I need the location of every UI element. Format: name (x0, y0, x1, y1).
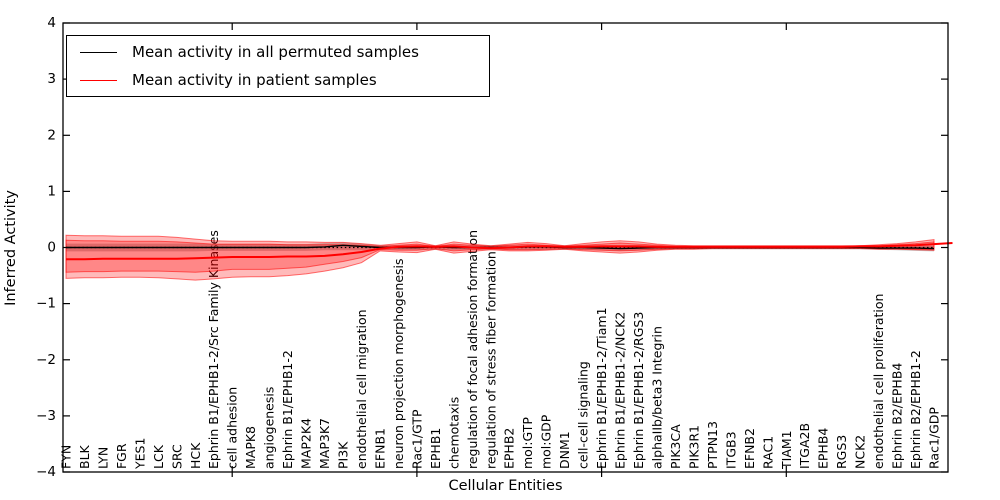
x-category-label: neuron projection morphogenesis (391, 258, 406, 469)
y-tick-label: 0 (47, 240, 56, 256)
x-category-label: PI3K (336, 441, 351, 469)
x-category-label: FGR (114, 443, 129, 469)
x-category-label: PIK3R1 (686, 425, 701, 469)
x-category-label: PIK3CA (668, 424, 683, 469)
legend-entry-patient: Mean activity in patient samples (67, 68, 489, 92)
x-category-label: EFNB1 (373, 428, 388, 469)
y-axis-ticks: 4 3 2 1 0 −1 −2 −3 −4 (36, 15, 948, 480)
x-category-label: RAC1 (760, 436, 775, 469)
y-tick-label: 4 (47, 15, 56, 31)
x-category-label: NCK2 (853, 435, 868, 469)
x-category-label: MAPK8 (243, 426, 258, 469)
x-category-label: HCK (188, 442, 203, 469)
x-category-label: DNM1 (557, 431, 572, 469)
x-category-label: Ephrin B1/EPHB1-2/Tiam1 (594, 307, 609, 469)
x-category-label: regulation of stress fiber formation (483, 251, 498, 469)
x-category-label: Rac1/GDP (927, 407, 942, 469)
x-category-label: RGS3 (834, 435, 849, 469)
x-category-label: TIAM1 (779, 430, 794, 470)
x-category-label: FYN (59, 445, 74, 469)
x-category-label: PTPN13 (705, 421, 720, 469)
x-category-label: EPHB4 (816, 428, 831, 469)
x-category-label: ITGA2B (797, 423, 812, 469)
x-category-label: EPHB1 (428, 428, 443, 469)
y-tick-label: −4 (36, 464, 56, 480)
x-category-label: Ephrin B1/EPHB1-2 (280, 350, 295, 469)
x-category-label: mol:GTP (520, 417, 535, 469)
x-category-label: EPHB2 (502, 428, 517, 469)
x-category-label: angiogenesis (262, 387, 277, 469)
x-category-label: Ephrin B2/EPHB4 (890, 363, 905, 469)
x-category-labels: FYN BLK LYN FGR YES1 LCK SRC HCK Ephrin B1/EPHB1… (59, 230, 942, 470)
x-category-label: BLK (77, 444, 92, 469)
x-category-label: cell-cell signaling (576, 361, 591, 469)
x-category-label: LCK (151, 444, 166, 469)
x-category-label: SRC (169, 444, 184, 469)
y-tick-label: −2 (36, 352, 56, 368)
x-category-label: endothelial cell migration (354, 309, 369, 469)
x-axis-ticks (231, 23, 787, 477)
x-axis-title: Cellular Entities (448, 478, 563, 494)
x-category-label: MAP2K4 (299, 418, 314, 469)
y-tick-label: 2 (47, 127, 56, 143)
x-category-label: EFNB2 (742, 428, 757, 469)
x-category-label: mol:GDP (539, 414, 554, 469)
x-category-label: chemotaxis (446, 397, 461, 469)
x-category-label: Ephrin B1/EPHB1-2/RGS3 (631, 312, 646, 469)
y-tick-label: 3 (47, 71, 56, 87)
y-axis-title: Inferred Activity (3, 190, 19, 306)
y-tick-label: 1 (47, 183, 56, 199)
x-category-label: cell adhesion (225, 387, 240, 469)
legend-entry-permuted: Mean activity in all permuted samples (67, 40, 489, 64)
legend-line-sample-patient (80, 79, 117, 81)
x-category-label: Ephrin B1/EPHB1-2/NCK2 (613, 312, 628, 469)
x-category-label: regulation of focal adhesion formation (465, 230, 480, 469)
x-category-label: alphaIIb/beta3 Integrin (650, 326, 665, 469)
x-category-label: endothelial cell proliferation (871, 294, 886, 469)
x-category-label: ITGB3 (723, 431, 738, 469)
legend: Mean activity in all permuted samples Me… (66, 35, 490, 97)
legend-label-permuted: Mean activity in all permuted samples (132, 43, 419, 61)
x-category-label: YES1 (132, 438, 147, 470)
x-category-label: Rac1/GTP (409, 409, 424, 469)
patient-mean-line (66, 242, 953, 261)
y-tick-label: −3 (36, 408, 56, 424)
legend-label-patient: Mean activity in patient samples (132, 71, 377, 89)
x-category-label: MAP3K7 (317, 418, 332, 469)
y-tick-label: −1 (36, 296, 56, 312)
legend-line-sample-permuted (80, 51, 117, 53)
x-category-label: Ephrin B1/EPHB1-2/Src Family Kinases (206, 230, 221, 469)
x-category-label: Ephrin B2/EPHB1-2 (908, 350, 923, 469)
x-category-label: LYN (95, 447, 110, 469)
